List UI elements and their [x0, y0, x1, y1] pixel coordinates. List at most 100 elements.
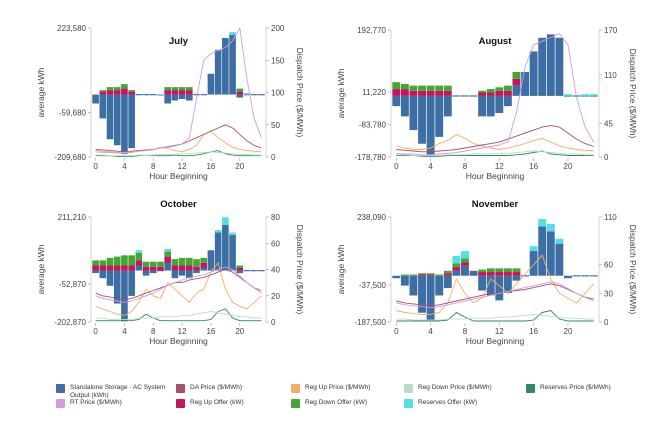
storage-bar — [478, 275, 487, 291]
reg-down-offer-bar — [409, 85, 418, 91]
storage-bar — [113, 270, 121, 304]
x-tick-label: 4 — [122, 327, 127, 336]
storage-bar — [409, 275, 418, 296]
storage-bar — [236, 270, 244, 274]
reg-up-offer-bar — [171, 90, 179, 95]
reg-up-offer-bar — [426, 274, 435, 276]
storage-bar — [258, 94, 265, 96]
storage-bar — [495, 275, 504, 301]
da-price-line — [396, 283, 594, 307]
reg-up-offer-bar — [164, 256, 172, 263]
reg-down-offer-bar — [171, 259, 179, 266]
reg-up-offer-bar — [92, 265, 99, 271]
reg-up-offer-bar — [171, 265, 179, 271]
x-tick-label: 16 — [529, 327, 538, 336]
x-tick-label: 20 — [564, 327, 573, 336]
reserves-offer-bar — [222, 217, 229, 225]
chart-panel-august: August 192,770 11,220 -83,780 -178,780 0 45 110… — [336, 26, 638, 181]
reg-down-offer-bar — [400, 83, 409, 90]
reg-down-offer-bar — [435, 274, 444, 276]
storage-bar — [512, 85, 521, 96]
reg-down-offer-bar — [461, 258, 469, 263]
y2-tick-label: 80 — [271, 213, 280, 222]
legend-label: Reg Up Price ($/MWh) — [305, 384, 371, 391]
y-tick-label: 192,770 — [357, 26, 386, 35]
legend-label: Standalone Storage - AC System Output (k… — [70, 384, 166, 399]
y-tick-label: -178,780 — [354, 153, 386, 162]
storage-bar — [229, 235, 236, 271]
reg-down-offer-bar — [157, 261, 164, 267]
reg-down-offer-bar — [135, 252, 143, 261]
reg-up-offer-bar — [443, 273, 452, 276]
storage-bar — [555, 243, 564, 276]
reg-down-offer-bar — [443, 270, 452, 274]
reg-up-offer-bar — [185, 90, 193, 95]
storage-bar — [222, 37, 229, 95]
rt-price-line — [396, 281, 594, 309]
legend-label: DA Price ($/MWh) — [190, 384, 243, 391]
y-tick-label: -52,870 — [59, 280, 87, 289]
legend: Standalone Storage - AC System Output (k… — [56, 384, 656, 440]
reg-up-offer-bar — [486, 272, 495, 276]
reg-down-offer-bar — [185, 257, 193, 266]
reg-down-offer-bar — [443, 85, 452, 91]
reserves-offer-bar — [452, 256, 461, 264]
storage-bar — [178, 94, 186, 100]
reg-down-offer-bar — [113, 87, 121, 91]
reg-up-offer-bar — [135, 260, 143, 266]
y-tick-label: -83,780 — [359, 121, 387, 130]
reg-down-offer-bar — [142, 261, 150, 267]
storage-bar — [113, 94, 121, 146]
reg-up-offer-bar — [461, 262, 469, 266]
storage-bar — [171, 94, 179, 101]
reserves-offer-bar — [555, 238, 564, 244]
storage-bar — [121, 270, 128, 322]
x-tick-label: 8 — [463, 162, 468, 171]
storage-bar — [135, 94, 143, 96]
reg-up-offer-bar — [443, 90, 452, 96]
storage-bar — [478, 95, 487, 117]
reg-up-offer-bar — [452, 267, 461, 271]
reg-up-offer-bar — [512, 272, 521, 276]
legend-swatch — [404, 399, 413, 408]
storage-bar — [200, 94, 208, 96]
reg-down-offer-bar — [495, 87, 504, 91]
reg-down-offer-bar — [392, 82, 401, 90]
x-tick-label: 4 — [428, 327, 433, 336]
legend-item-reg-down-offer: Reg Down Offer (kW) — [291, 399, 401, 408]
reg-down-offer-bar — [486, 89, 495, 93]
reg-down-offer-bar — [164, 87, 172, 91]
chart-title: October — [160, 199, 197, 210]
storage-bar — [106, 270, 114, 286]
reg-down-offer-bar — [149, 261, 157, 267]
y2-tick-label: 40 — [271, 266, 280, 275]
storage-bar — [243, 94, 251, 96]
y-axis-label: average kWh — [36, 67, 46, 117]
reg-up-offer-bar — [503, 272, 512, 276]
storage-bar — [392, 95, 401, 107]
x-tick-label: 16 — [206, 327, 215, 336]
storage-bar — [193, 270, 200, 274]
reg-up-offer-bar — [435, 90, 444, 96]
storage-bar — [589, 275, 598, 277]
reg-down-offer-bar — [418, 273, 426, 275]
reg-down-offer-bar — [435, 85, 444, 91]
storage-bar — [250, 94, 258, 96]
reg-down-offer-bar — [418, 85, 426, 91]
y2-tick-label: 200 — [271, 24, 285, 33]
storage-bar — [409, 95, 418, 131]
reg-up-offer-bar — [106, 90, 114, 95]
reg-up-offer-bar — [99, 265, 107, 271]
x-tick-label: 8 — [151, 327, 156, 336]
reserves-offer-bar — [564, 94, 572, 96]
storage-bar — [106, 94, 114, 140]
reserves-offer-bar — [589, 94, 598, 96]
legend-label: Reserves Offer (kW) — [418, 399, 478, 406]
y2-tick-label: 100 — [271, 89, 285, 98]
reg-up-offer-bar — [178, 90, 186, 95]
reg-down-offer-bar — [478, 269, 487, 273]
reg-up-offer-bar — [178, 265, 186, 271]
y2-tick-label: 150 — [271, 56, 285, 65]
storage-bar — [207, 250, 215, 271]
y-tick-label: -37,500 — [359, 281, 387, 290]
